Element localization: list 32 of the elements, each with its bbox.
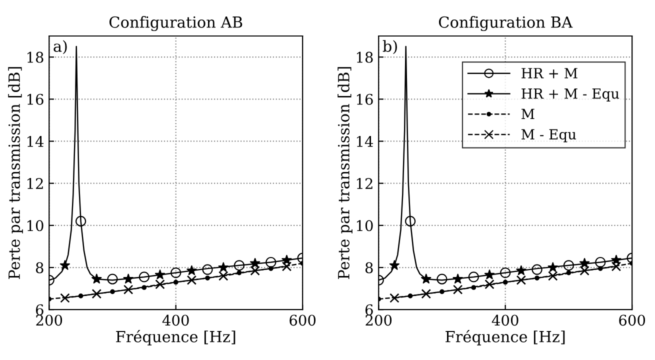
x-tick-label: 600 [619,314,646,326]
x-tick-label: 600 [290,314,316,326]
y-tick-label: 14 [356,136,374,147]
x-tick-label: 400 [162,314,189,326]
x-tick-label: 200 [366,314,392,326]
legend-label: HR + M - Equ [522,88,620,102]
y-tick-label: 8 [365,262,373,274]
x-axis-title: Fréquence [Hz] [116,330,236,346]
y-tick-label: 12 [27,178,43,189]
annotation: a) [54,40,67,54]
legend-label: HR + M [522,68,578,78]
legend-label: M - Equ [522,129,576,142]
y-axis-title: Perte par transmission [dB] [338,67,352,279]
x-tick-label: 400 [492,314,518,326]
y-tick-label: 14 [27,136,44,147]
x-axis-title: Fréquence [Hz] [446,330,565,346]
annotation: b) [382,40,397,54]
y-tick-label: 18 [27,52,44,63]
chart-title: Configuration AB [109,16,242,32]
x-tick-label: 200 [36,314,62,326]
chart-title: Configuration BA [438,16,573,32]
y-tick-label: 6 [365,304,373,316]
y-tick-label: 12 [356,178,372,189]
y-tick-label: 10 [356,220,373,232]
legend-label: M [522,108,534,119]
y-axis-title: Perte par transmission [dB] [8,67,23,279]
y-tick-label: 8 [36,262,44,274]
y-tick-label: 6 [36,304,44,316]
y-tick-label: 16 [27,94,44,105]
y-tick-label: 10 [27,220,44,232]
y-tick-label: 18 [356,52,373,63]
y-tick-label: 16 [356,94,373,105]
